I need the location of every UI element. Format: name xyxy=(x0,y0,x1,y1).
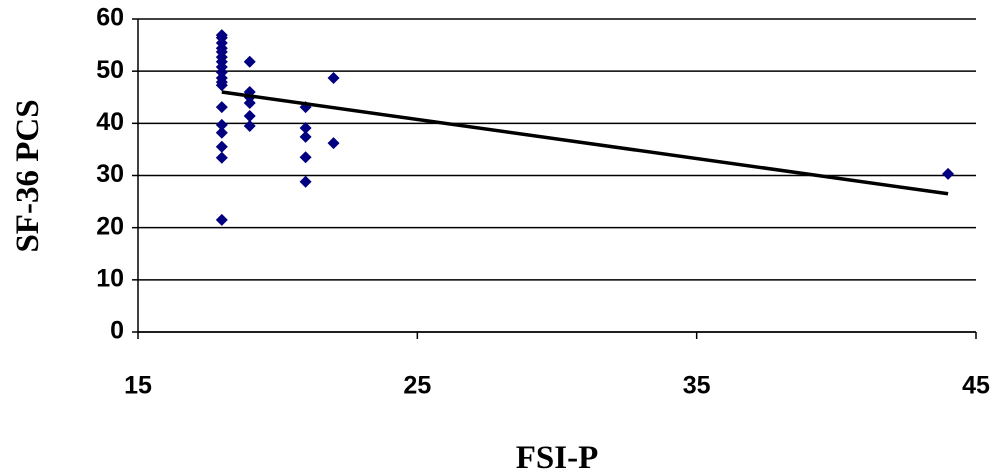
point xyxy=(327,71,340,84)
y-tick-label: 10 xyxy=(96,264,124,292)
point xyxy=(243,119,256,132)
x-tick-label: 25 xyxy=(403,372,431,400)
y-tick-label: 30 xyxy=(96,160,124,188)
x-tick-label: 15 xyxy=(124,372,152,400)
point xyxy=(299,175,312,188)
point xyxy=(215,101,228,114)
y-tick-label: 40 xyxy=(96,108,124,136)
point xyxy=(299,130,312,143)
point xyxy=(215,79,228,92)
point xyxy=(215,151,228,164)
y-tick-label: 0 xyxy=(110,317,124,345)
x-axis-title: FSI-P xyxy=(516,440,599,476)
point xyxy=(243,110,256,123)
y-axis-title: SF-36 PCS xyxy=(10,99,46,252)
x-tick-label: 35 xyxy=(683,372,711,400)
y-tick-label: 20 xyxy=(96,212,124,240)
point xyxy=(299,122,312,135)
point xyxy=(327,137,340,150)
point xyxy=(215,213,228,226)
y-tick-label: 60 xyxy=(96,4,124,32)
point xyxy=(942,167,955,180)
x-tick-label: 45 xyxy=(962,372,990,400)
trend-line xyxy=(221,90,949,196)
point xyxy=(243,55,256,68)
point xyxy=(299,151,312,164)
y-tick-label: 50 xyxy=(96,56,124,84)
point xyxy=(243,96,256,109)
point xyxy=(215,126,228,139)
point xyxy=(215,118,228,131)
point xyxy=(215,140,228,153)
